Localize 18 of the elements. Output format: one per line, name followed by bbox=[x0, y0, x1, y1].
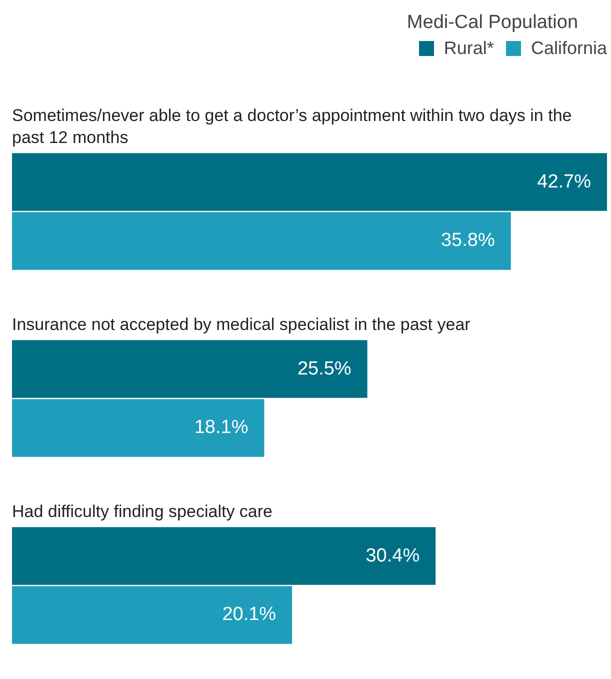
data-label: 18.1% bbox=[194, 417, 248, 438]
y-tick-label: Insurance not accepted by medical specialist in the past year bbox=[12, 315, 471, 334]
data-label: 35.8% bbox=[440, 230, 495, 252]
bar bbox=[12, 586, 292, 644]
legend-label: California bbox=[530, 38, 607, 59]
data-label: 25.5% bbox=[297, 358, 352, 380]
data-label: 42.7% bbox=[537, 171, 592, 192]
data-label: 30.4% bbox=[366, 545, 420, 566]
data-label: 20.1% bbox=[222, 604, 276, 626]
legend-label: Rural* bbox=[444, 38, 494, 59]
y-tick-label: Had difficulty finding specialty care bbox=[12, 502, 272, 522]
y-tick-label: Sometimes/never able to get a doctor’s appointment within two days in the past 12 months bbox=[12, 106, 572, 148]
bar bbox=[12, 153, 607, 211]
bar bbox=[12, 399, 264, 457]
legend-title: Medi-Cal Population bbox=[406, 12, 580, 34]
bar bbox=[12, 527, 436, 585]
bar bbox=[12, 212, 511, 270]
bar bbox=[12, 340, 368, 398]
